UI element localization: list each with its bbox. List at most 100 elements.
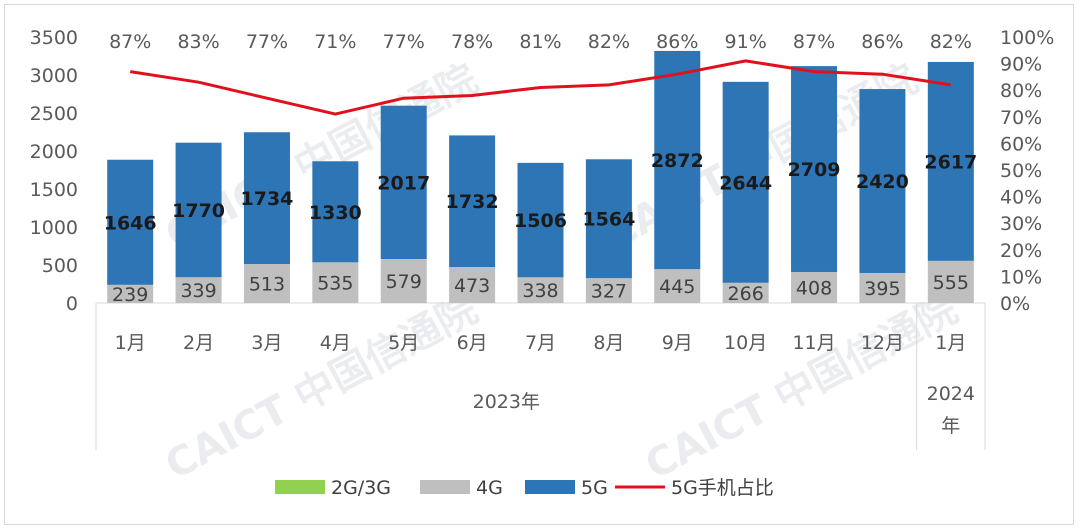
bar-4g [243,264,290,303]
y-right-tick-label: 10% [1000,266,1042,288]
legend-swatch [525,480,575,494]
data-label-4g: 473 [454,275,490,297]
x-tick-label: 1月 [935,332,966,354]
data-label-4g: 239 [112,284,148,306]
x-tick-label: 5月 [388,332,419,354]
y-left-tick-label: 2500 [30,103,78,125]
bar-4g [449,267,496,303]
data-label-5g: 2644 [719,172,772,194]
data-label-5g-share: 77% [383,31,425,53]
data-label-5g-share: 71% [314,31,356,53]
x-tick-label: 11月 [792,332,835,354]
bar-4g [927,260,974,303]
bar-4g [722,282,769,303]
data-label-5g: 2709 [788,159,841,181]
bar-4g [517,277,564,303]
x-tick-label: 10月 [724,332,767,354]
bar-5g [380,105,427,259]
data-label-5g-share: 78% [451,31,493,53]
legend-swatch [275,480,325,494]
x-tick-label: 12月 [861,332,904,354]
x-tick-label: 8月 [593,332,624,354]
data-label-5g: 1770 [172,200,225,222]
data-label-4g: 395 [864,278,900,300]
bar-4g [859,272,906,303]
legend-label: 4G [476,477,503,499]
y-right-tick-label: 50% [1000,160,1042,182]
data-label-5g: 2420 [856,171,909,193]
bar-4g [585,278,632,303]
x-tick-label: 4月 [320,332,351,354]
y-left-tick-label: 1000 [30,217,78,239]
bar-5g [107,159,154,285]
y-right-tick-label: 100% [1000,27,1054,49]
bar-5g [517,162,564,278]
y-left-tick-label: 0 [66,293,78,315]
data-label-5g-share: 82% [930,31,972,53]
watermark: CAICT 中国信通院 [638,286,965,489]
x-tick-label: 3月 [251,332,282,354]
data-label-4g: 327 [591,281,627,303]
bar-5g [791,66,838,272]
y-right-tick-label: 90% [1000,54,1042,76]
legend-label: 5G手机占比 [671,477,774,499]
data-label-4g: 339 [180,280,216,302]
y-right-tick-label: 0% [1000,293,1030,315]
x-tick-label: 7月 [525,332,556,354]
bar-5g [859,89,906,273]
legend-label: 2G/3G [331,477,391,499]
line-5g-share [129,59,952,116]
data-label-5g: 1506 [514,210,567,232]
legend-swatch [420,480,470,494]
data-label-5g: 1330 [309,202,362,224]
data-label-5g: 1732 [446,191,499,213]
y-right-tick-label: 20% [1000,240,1042,262]
data-label-4g: 266 [728,283,764,305]
bar-5g [722,81,769,283]
data-label-4g: 579 [386,271,422,293]
y-left-tick-label: 500 [42,255,78,277]
y-left-tick-label: 3500 [30,27,78,49]
data-label-5g-share: 83% [177,31,219,53]
legend-label: 5G [581,477,608,499]
data-label-5g-share: 86% [861,31,903,53]
bar-4g [654,269,701,303]
y-left-tick-label: 1500 [30,179,78,201]
data-label-5g-share: 91% [725,31,767,53]
data-label-5g: 2617 [924,151,977,173]
bar-5g [927,61,974,261]
bar-5g [312,161,359,263]
bar-4g [380,258,427,303]
data-label-5g-share: 77% [246,31,288,53]
bar-4g [312,262,359,303]
year-group-label: 2023年 [473,391,540,413]
bar-5g [175,142,222,278]
data-label-4g: 535 [317,273,353,295]
data-label-4g: 445 [659,276,695,298]
y-left-tick-label: 2000 [30,141,78,163]
x-tick-label: 6月 [457,332,488,354]
data-label-4g: 555 [933,272,969,294]
y-right-tick-label: 70% [1000,107,1042,129]
y-left-tick-label: 3000 [30,65,78,87]
bar-4g [107,284,154,303]
data-label-5g: 1564 [582,209,635,231]
bar-4g [175,277,222,303]
bar-5g [585,159,632,279]
data-label-5g: 2872 [651,150,704,172]
y-right-tick-label: 40% [1000,187,1042,209]
x-tick-label: 9月 [662,332,693,354]
bar-4g [791,271,838,303]
y-right-tick-label: 80% [1000,80,1042,102]
watermark: CAICT 中国信通院 [158,286,485,489]
year-group-label: 2024 年 [927,383,975,437]
data-label-4g: 338 [522,280,558,302]
bar-5g [449,135,496,268]
y-right-tick-label: 60% [1000,133,1042,155]
data-label-5g-share: 87% [109,31,151,53]
data-label-5g: 1734 [241,188,294,210]
x-tick-label: 2月 [183,332,214,354]
data-label-5g: 1646 [104,212,157,234]
data-label-4g: 513 [249,274,285,296]
